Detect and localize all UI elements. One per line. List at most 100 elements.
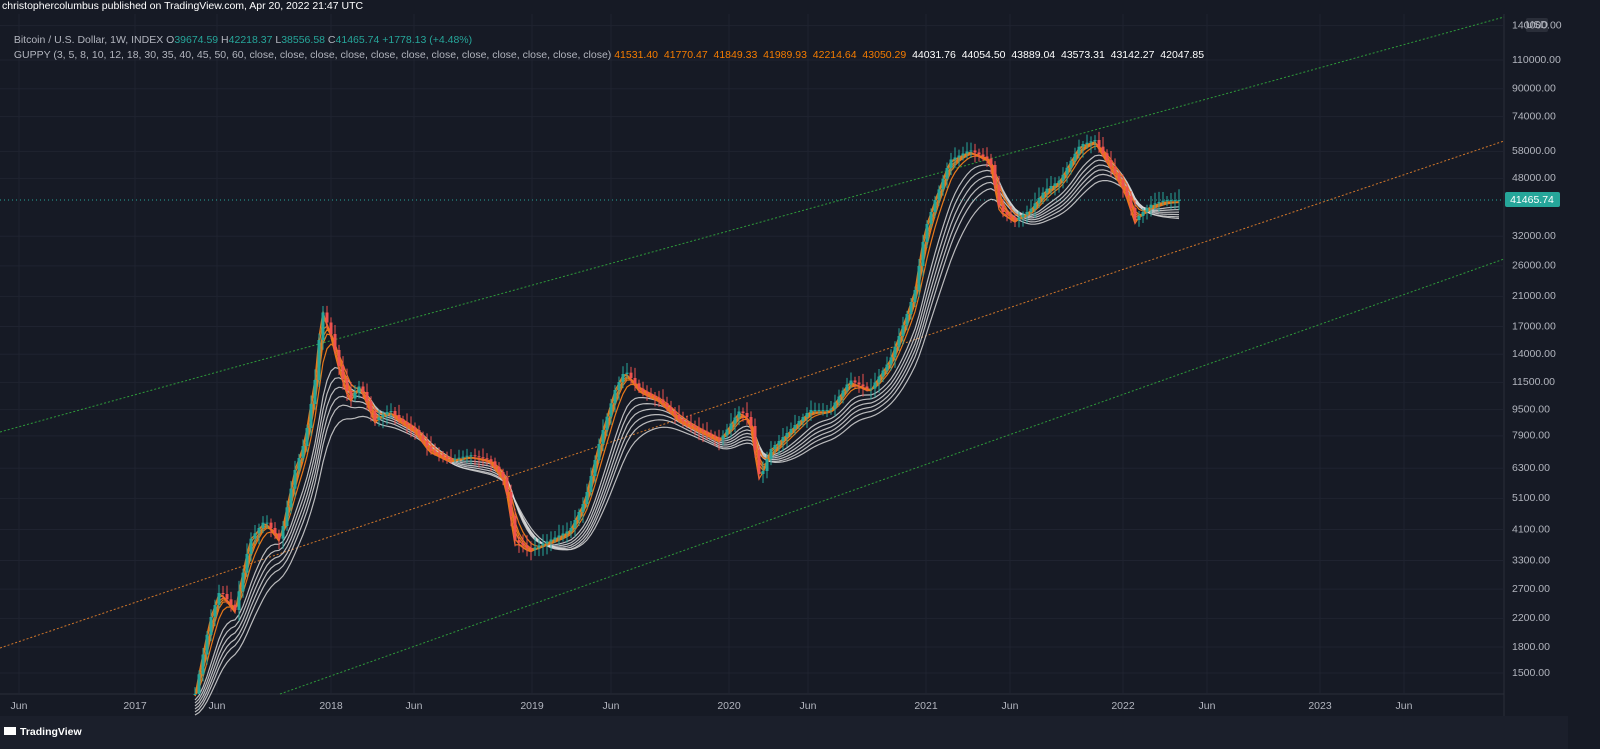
candle-body (401, 419, 405, 422)
candle-body (677, 415, 681, 419)
candle-body (657, 397, 661, 400)
candle-body (409, 424, 413, 428)
price-tick: 1500.00 (1512, 667, 1550, 679)
candle-body (953, 157, 957, 160)
candle-body (805, 413, 809, 417)
price-tick: 6300.00 (1512, 462, 1550, 474)
price-tick: 21000.00 (1512, 290, 1556, 302)
candle-body (925, 224, 929, 242)
candle-body (713, 435, 717, 438)
candle-body (521, 542, 525, 546)
candle-body (685, 421, 689, 424)
candle-body (945, 168, 949, 179)
last-price-badge (1505, 192, 1560, 207)
candle-body (365, 392, 369, 402)
candle-body (865, 386, 869, 389)
candle-body (441, 454, 445, 457)
price-tick: 1800.00 (1512, 641, 1550, 653)
price-tick: 11500.00 (1512, 376, 1555, 388)
candle-body (733, 417, 737, 424)
candle-body (381, 414, 385, 418)
candle-body (921, 242, 925, 266)
candle-body (229, 599, 233, 605)
long-ema-value: 44054.50 (961, 49, 1006, 61)
time-tick: 2019 (520, 700, 544, 712)
candle-body (565, 531, 569, 534)
candle-body (1069, 160, 1073, 168)
candle-body (801, 417, 805, 421)
candle-body (573, 520, 577, 528)
candle-body (1009, 214, 1013, 218)
candle-body (1025, 212, 1029, 215)
candle-body (829, 408, 833, 410)
candle-body (681, 419, 685, 422)
candle-body (825, 410, 829, 411)
candle-body (241, 572, 245, 592)
candle-body (225, 594, 229, 600)
candle-body (845, 384, 849, 391)
candle-body (349, 391, 353, 399)
ohlc-label: L (275, 34, 282, 46)
indicator: GUPPY (3, 5, 8, 10, 12, 18, 30, 35, 40, … (13, 49, 612, 61)
long-ema-value: 44031.76 (912, 49, 956, 61)
channel-mid (0, 140, 1505, 649)
candle-body (937, 189, 941, 200)
candle-body (1077, 146, 1081, 154)
candle-body (989, 158, 993, 165)
candle-body (309, 404, 313, 428)
candle-body (897, 336, 901, 347)
candle-body (465, 455, 469, 457)
candle-body (1001, 205, 1005, 212)
candle-body (649, 393, 653, 396)
candle-body (789, 429, 793, 433)
candle-body (429, 446, 433, 451)
candle-body (985, 156, 989, 159)
time-tick: Jun (209, 700, 226, 712)
price-tick: 2700.00 (1512, 583, 1550, 595)
candle-body (969, 150, 973, 152)
candle-body (545, 541, 549, 544)
candle-body (397, 415, 401, 419)
candle-body (933, 200, 937, 212)
candle-body (1061, 174, 1065, 181)
candle-body (753, 426, 757, 450)
candle-body (981, 154, 985, 157)
candle-body (489, 459, 493, 462)
brand: TradingView (20, 726, 82, 738)
long-ema-value: 42047.85 (1160, 49, 1205, 61)
candle-body (501, 472, 505, 478)
guppy-values: 41531.40 41770.47 41849.33 41989.93 4221… (614, 49, 1210, 61)
candle-body (741, 411, 745, 413)
candle-body (833, 402, 837, 409)
ohlc-label: C (327, 34, 336, 46)
candle-body (965, 151, 969, 154)
candle-body (745, 413, 749, 417)
time-tick: 2017 (123, 700, 147, 712)
candle-body (269, 522, 273, 528)
candle-body (957, 155, 961, 158)
candle-body (445, 456, 449, 459)
candle-body (337, 350, 341, 366)
candle-body (285, 507, 289, 526)
candle-body (289, 488, 293, 508)
channel-upper (0, 16, 1505, 433)
candle-body (1081, 144, 1085, 147)
candle-body (245, 554, 249, 573)
candle-body (893, 346, 897, 358)
candle-body (221, 593, 225, 594)
candle-body (541, 543, 545, 546)
candle-body (1157, 202, 1161, 204)
ohlc: O39674.59 H42218.37 L38556.58 C41465.74 (166, 34, 382, 46)
candle-body (1117, 173, 1121, 180)
channel-lower (279, 258, 1505, 695)
candle-body (273, 528, 277, 534)
candle-body (1129, 196, 1133, 208)
candle-body (325, 312, 329, 323)
candle-body (493, 461, 497, 467)
time-tick: Jun (1199, 700, 1216, 712)
short-ema-value: 42214.64 (812, 49, 857, 61)
candle-body (453, 458, 457, 460)
candle-body (433, 450, 437, 453)
price-tick: 4100.00 (1512, 523, 1550, 535)
candle-body (877, 376, 881, 383)
